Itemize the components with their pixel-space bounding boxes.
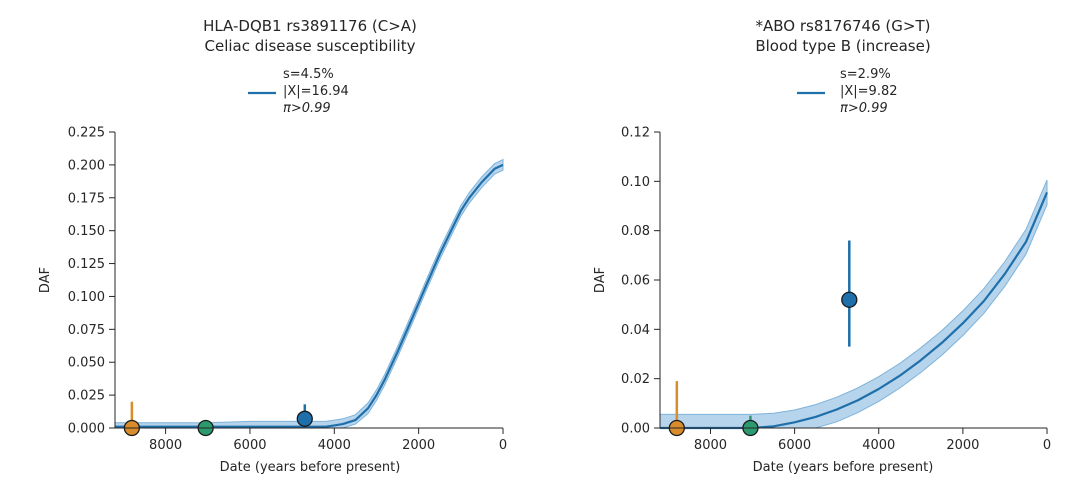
legend-line-1: s=4.5% [283, 67, 334, 82]
y-tick-label: 0.06 [621, 274, 650, 289]
y-tick-label: 0.050 [68, 356, 105, 371]
chart-panel-right: *ABO rs8176746 (G>T) Blood type B (incre… [593, 17, 1051, 475]
sample-blue-point [296, 410, 313, 427]
legend-line-2: |X|=16.94 [283, 84, 349, 99]
y-tick-label: 0.075 [68, 323, 105, 338]
plot-area: 0.00 0.02 0.04 0.06 0.08 0.10 0.12 8000 6000 4000… [621, 126, 1051, 454]
chart-panel-left: HLA-DQB1 rs3891176 (C>A) Celiac disease … [38, 17, 507, 475]
y-axis-label: DAF [38, 267, 53, 293]
legend: s=2.9% |X|=9.82 π>0.99 [797, 67, 898, 116]
y-tick-label: 0.00 [621, 422, 650, 437]
x-tick-label: 0 [1043, 438, 1051, 453]
x-tick-label: 4000 [862, 438, 895, 453]
y-tick-label: 0.12 [621, 126, 650, 141]
y-tick-label: 0.000 [68, 422, 105, 437]
x-tick-label: 2000 [402, 438, 435, 453]
chart-subtitle: Blood type B (increase) [755, 37, 930, 55]
y-tick-label: 0.025 [68, 389, 105, 404]
y-tick-label: 0.100 [68, 290, 105, 305]
legend-line-2: |X|=9.82 [840, 84, 898, 99]
x-tick-label: 6000 [233, 438, 266, 453]
x-tick-label: 2000 [946, 438, 979, 453]
y-tick-label: 0.125 [68, 257, 105, 272]
y-axis-label: DAF [593, 267, 608, 293]
x-tick-label: 0 [499, 438, 507, 453]
y-tick-label: 0.10 [621, 175, 650, 190]
chart-subtitle: Celiac disease susceptibility [205, 37, 416, 55]
legend-line-3: π>0.99 [283, 101, 331, 116]
x-tick-label: 6000 [778, 438, 811, 453]
y-tick-label: 0.200 [68, 158, 105, 173]
legend: s=4.5% |X|=16.94 π>0.99 [248, 67, 349, 116]
y-tick-label: 0.02 [621, 372, 650, 387]
x-axis-label: Date (years before present) [220, 460, 401, 475]
legend-line-3: π>0.99 [840, 101, 888, 116]
y-tick-label: 0.08 [621, 224, 650, 239]
confidence-band [114, 158, 504, 429]
y-tick-label: 0.175 [68, 191, 105, 206]
y-tick-label: 0.225 [68, 126, 105, 141]
sample-blue-point [841, 291, 858, 308]
y-tick-label: 0.04 [621, 323, 650, 338]
x-axis-label: Date (years before present) [753, 460, 934, 475]
legend-line-1: s=2.9% [840, 67, 891, 82]
x-tick-label: 8000 [149, 438, 182, 453]
chart-title: HLA-DQB1 rs3891176 (C>A) [203, 17, 417, 35]
chart-title: *ABO rs8176746 (G>T) [756, 17, 931, 35]
trajectory-line [115, 163, 504, 428]
y-tick-label: 0.150 [68, 224, 105, 239]
x-tick-label: 4000 [318, 438, 351, 453]
x-tick-label: 8000 [694, 438, 727, 453]
plot-area: 0.000 0.025 0.050 0.075 0.100 0.125 0.150 0.175… [68, 126, 507, 454]
